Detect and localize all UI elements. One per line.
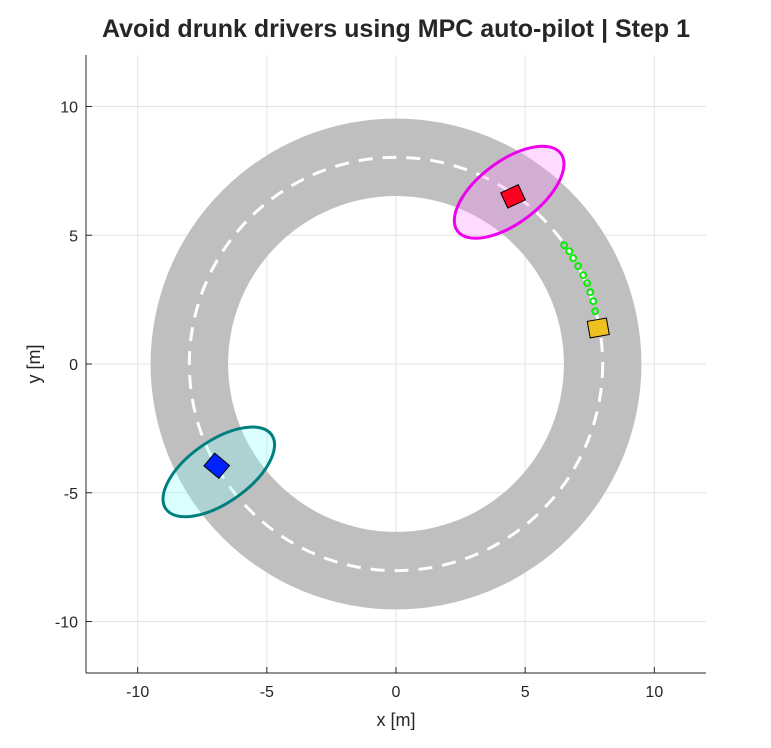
y-tick-label: 0 [69, 357, 78, 374]
road [150, 118, 642, 610]
x-axis-label: x [m] [377, 710, 416, 730]
car [500, 184, 527, 209]
car [203, 452, 231, 480]
trajectory-point [586, 288, 595, 297]
x-tick-label: -10 [126, 684, 149, 701]
y-tick-label: -5 [64, 486, 78, 503]
trajectory-point [589, 297, 598, 306]
road-center-line [187, 155, 605, 573]
y-tick-label: 5 [69, 228, 78, 245]
trajectory-point [569, 254, 578, 263]
x-tick-label: 0 [392, 684, 401, 701]
x-tick-label: 10 [645, 684, 663, 701]
trajectory-point [583, 279, 592, 288]
trajectory-point [574, 262, 583, 271]
trajectory-point [579, 271, 588, 280]
trajectory-point [565, 247, 574, 256]
chart-title: Avoid drunk drivers using MPC auto-pilot… [102, 15, 690, 43]
car [586, 317, 610, 339]
y-tick-label: -10 [55, 615, 78, 632]
trajectory-point [560, 241, 569, 250]
y-axis-label: y [m] [24, 345, 44, 384]
x-tick-label: -5 [260, 684, 274, 701]
trajectory-point [591, 307, 600, 316]
y-tick-label: 10 [60, 100, 78, 117]
x-tick-label: 5 [521, 684, 530, 701]
